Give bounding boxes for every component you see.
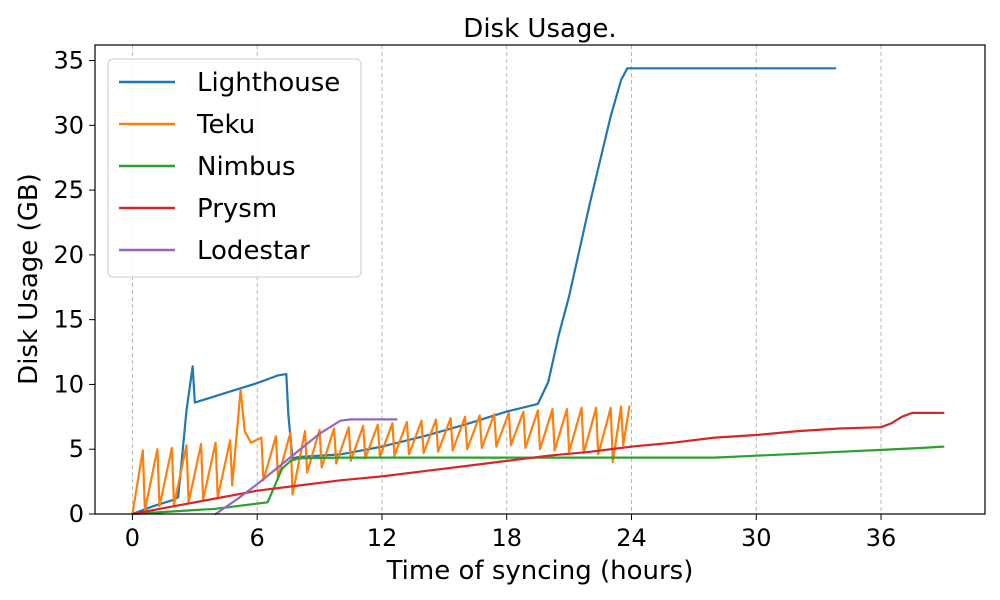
x-axis-label: Time of syncing (hours) bbox=[386, 556, 694, 586]
y-tick-label: 0 bbox=[69, 500, 84, 528]
y-tick-label: 30 bbox=[53, 111, 84, 139]
legend: Lighthouse Teku Nimbus Prysm Lodestar bbox=[107, 58, 362, 278]
legend-label-teku: Teku bbox=[196, 110, 255, 140]
y-tick-label: 5 bbox=[69, 435, 84, 463]
legend-label-lighthouse: Lighthouse bbox=[197, 68, 340, 98]
y-tick-label: 15 bbox=[53, 306, 84, 334]
series-lines bbox=[131, 67, 945, 516]
y-axis-ticks: 0 5 10 15 20 25 30 35 bbox=[53, 47, 95, 528]
y-tick-label: 25 bbox=[53, 176, 84, 204]
x-tick-label: 24 bbox=[616, 524, 647, 552]
plot-area-frame bbox=[94, 44, 986, 515]
series-line-prysm bbox=[131, 411, 945, 516]
legend-label-prysm: Prysm bbox=[197, 194, 277, 224]
legend-box bbox=[107, 58, 362, 278]
x-axis-ticks: 0 6 12 18 24 30 36 bbox=[125, 514, 897, 552]
x-tick-label: 18 bbox=[491, 524, 522, 552]
y-tick-label: 20 bbox=[53, 241, 84, 269]
x-tick-label: 6 bbox=[250, 524, 265, 552]
x-tick-label: 12 bbox=[367, 524, 398, 552]
y-tick-label: 10 bbox=[53, 370, 84, 398]
x-tick-label: 0 bbox=[125, 524, 140, 552]
series-line-lodestar bbox=[214, 418, 398, 516]
series-line-lighthouse bbox=[131, 67, 837, 516]
y-tick-label: 35 bbox=[53, 47, 84, 75]
y-axis-label: Disk Usage (GB) bbox=[14, 173, 44, 385]
legend-label-nimbus: Nimbus bbox=[197, 152, 296, 182]
x-tick-label: 36 bbox=[866, 524, 897, 552]
series-line-nimbus bbox=[131, 445, 945, 516]
x-tick-label: 30 bbox=[741, 524, 772, 552]
chart-title: Disk Usage. bbox=[463, 14, 616, 44]
legend-label-lodestar: Lodestar bbox=[197, 236, 310, 266]
